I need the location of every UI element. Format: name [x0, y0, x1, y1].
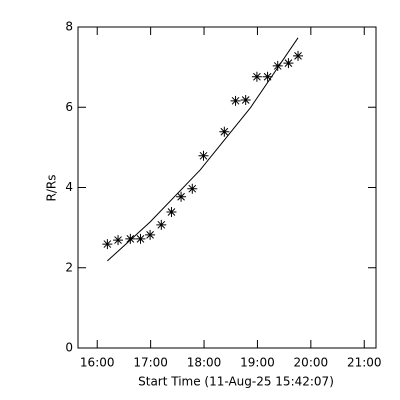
asterisk: [251, 71, 262, 82]
asterisk: [166, 206, 177, 217]
asterisk: [293, 50, 304, 61]
asterisk: [283, 58, 294, 69]
x-axis-label: Start Time (11-Aug-25 15:42:07): [138, 375, 334, 389]
asterisk: [262, 71, 273, 82]
x-tick-label: 21:00: [347, 356, 382, 370]
asterisk: [240, 95, 251, 106]
asterisk: [113, 235, 124, 246]
asterisk: [187, 183, 198, 194]
y-tick-label: 4: [65, 180, 73, 194]
asterisk: [230, 95, 241, 106]
asterisk: [156, 219, 167, 230]
asterisk: [219, 126, 230, 137]
asterisk: [176, 191, 187, 202]
y-tick-label: 2: [65, 260, 73, 274]
asterisk: [135, 233, 146, 244]
asterisk: [272, 60, 283, 71]
y-tick-label: 6: [65, 100, 73, 114]
plot-frame: [77, 26, 377, 349]
y-tick-label: 8: [65, 20, 73, 34]
asterisk: [102, 239, 113, 250]
x-tick-label: 16:00: [80, 356, 115, 370]
x-tick-label: 18:00: [187, 356, 222, 370]
x-tick-label: 17:00: [133, 356, 168, 370]
fit-line: [107, 37, 299, 262]
asterisk: [145, 229, 156, 240]
asterisk: [125, 233, 136, 244]
y-axis-label: R/Rs: [45, 175, 59, 202]
x-tick-label: 19:00: [240, 356, 275, 370]
y-tick-label: 0: [65, 341, 73, 355]
asterisk: [198, 150, 209, 161]
x-tick-label: 20:00: [294, 356, 329, 370]
